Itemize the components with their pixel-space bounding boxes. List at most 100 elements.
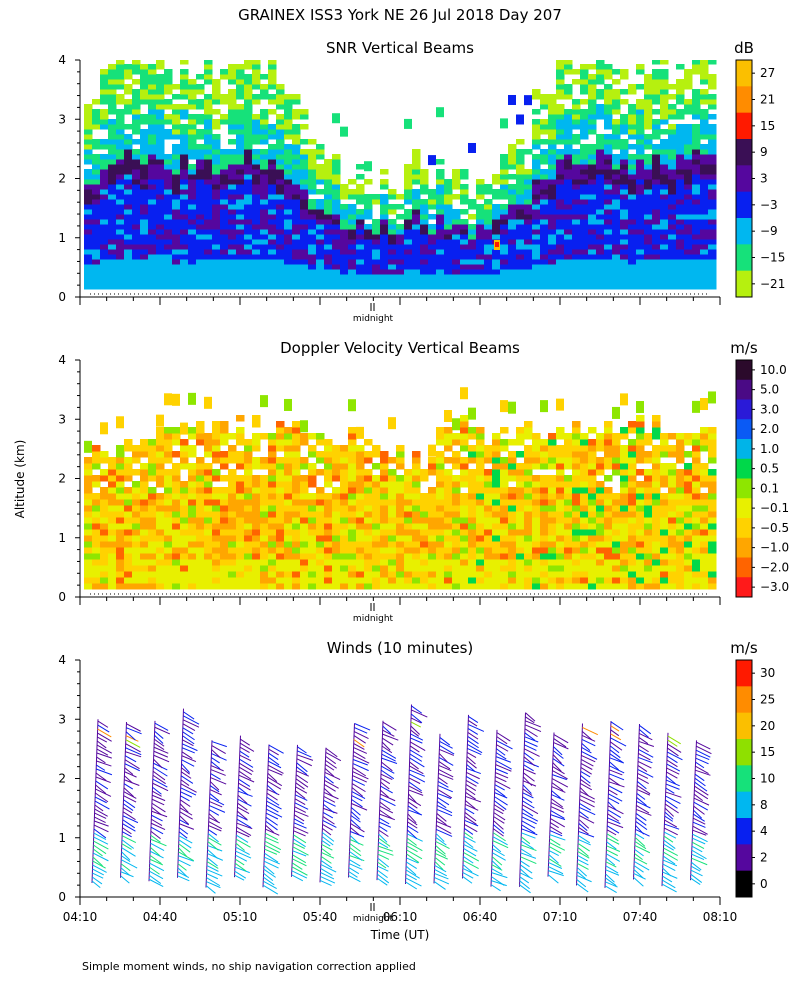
colorbar-label-1-8: −21 bbox=[760, 277, 785, 291]
colorbar-label-1-5: −3 bbox=[760, 198, 778, 212]
colorbar-label-3-8: 0 bbox=[760, 877, 768, 891]
x-tick-label-0: 04:10 bbox=[63, 910, 98, 924]
colorbar-label-3-2: 20 bbox=[760, 719, 775, 733]
colorbar-label-3-5: 8 bbox=[760, 798, 768, 812]
colorbar-label-2-8: −0.5 bbox=[760, 521, 789, 535]
colorbar-swatch-3-3 bbox=[736, 739, 752, 766]
y-tick-label-3-1: 1 bbox=[58, 831, 66, 845]
colorbar-label-2-11: −3.0 bbox=[760, 580, 789, 594]
footnote: Simple moment winds, no ship navigation … bbox=[82, 960, 416, 973]
colorbar-swatch-1-2 bbox=[736, 112, 752, 140]
colorbar-label-2-6: 0.1 bbox=[760, 481, 779, 495]
y-tick-label-3-2: 2 bbox=[58, 772, 66, 786]
colorbar-label-2-1: 5.0 bbox=[760, 383, 779, 397]
plot-area-1 bbox=[84, 60, 717, 290]
colorbar-label-3-4: 10 bbox=[760, 772, 775, 786]
x-tick-label-6: 07:10 bbox=[543, 910, 578, 924]
plot-area-2 bbox=[84, 387, 717, 590]
plot-area-3 bbox=[91, 704, 712, 895]
colorbar-label-2-0: 10.0 bbox=[760, 363, 787, 377]
wind-staff-15 bbox=[519, 712, 526, 887]
y-tick-label-2-1: 1 bbox=[58, 531, 66, 545]
y-tick-label-3-3: 3 bbox=[58, 712, 66, 726]
colorbar-swatch-1-6 bbox=[736, 218, 752, 245]
colorbar-label-2-2: 3.0 bbox=[760, 402, 779, 416]
colorbar-label-1-0: 27 bbox=[760, 66, 775, 80]
colorbar-label-2-9: −1.0 bbox=[760, 541, 789, 555]
colorbar-label-2-4: 1.0 bbox=[760, 442, 779, 456]
colorbar-label-2-10: −2.0 bbox=[760, 560, 789, 574]
colorbar-unit-1: dB bbox=[734, 39, 754, 57]
colorbar-swatch-2-4 bbox=[736, 439, 752, 460]
midnight-label-3: midnight bbox=[353, 914, 394, 924]
x-tick-label-2: 05:10 bbox=[223, 910, 258, 924]
x-axis-label: Time (UT) bbox=[370, 928, 430, 942]
x-tick-label-3: 05:40 bbox=[303, 910, 338, 924]
colorbar-label-3-1: 25 bbox=[760, 693, 775, 707]
y-tick-label-3-0: 0 bbox=[58, 890, 66, 904]
wind-staff-5 bbox=[234, 735, 241, 878]
colorbar-label-1-3: 9 bbox=[760, 145, 768, 159]
colorbar-label-1-7: −15 bbox=[760, 251, 785, 265]
panel-title-2: Doppler Velocity Vertical Beams bbox=[280, 339, 520, 357]
colorbar-swatch-3-4 bbox=[736, 765, 752, 793]
panel-1: SNR Vertical Beams 0 1 2 3 4 midnight dB 27 21 15 9… bbox=[58, 39, 785, 324]
y-tick-label-1-4: 4 bbox=[58, 53, 66, 67]
colorbar-label-2-5: 0.5 bbox=[760, 462, 779, 476]
colorbar-swatch-2-6 bbox=[736, 478, 752, 499]
colorbar-swatch-1-7 bbox=[736, 244, 752, 272]
colorbar-swatch-3-5 bbox=[736, 791, 752, 819]
panel-title-1: SNR Vertical Beams bbox=[326, 39, 474, 57]
y-tick-label-1-1: 1 bbox=[58, 231, 66, 245]
x-tick-label-8: 08:10 bbox=[703, 910, 738, 924]
colorbar-unit-3: m/s bbox=[730, 639, 758, 657]
colorbar-swatch-2-9 bbox=[736, 537, 752, 558]
colorbar-swatch-2-7 bbox=[736, 498, 752, 519]
colorbar-swatch-3-8 bbox=[736, 870, 752, 898]
colorbar-swatch-3-1 bbox=[736, 686, 752, 714]
colorbar-swatch-1-0 bbox=[736, 60, 752, 87]
y-tick-label-1-3: 3 bbox=[58, 112, 66, 126]
main-title: GRAINEX ISS3 York NE 26 Jul 2018 Day 207 bbox=[238, 6, 562, 24]
wind-staff-17 bbox=[576, 723, 583, 886]
colorbar-label-3-3: 15 bbox=[760, 745, 775, 759]
colorbar-swatch-2-8 bbox=[736, 518, 752, 539]
colorbar-2: m/s10.0 5.0 3.0 2.0 1.0 0.5 0.1 −0.1 −0.5 −1.0 −2.… bbox=[730, 339, 789, 598]
colorbar-swatch-1-8 bbox=[736, 270, 752, 298]
x-tick-label-1: 04:40 bbox=[143, 910, 178, 924]
colorbar-swatch-2-10 bbox=[736, 557, 752, 578]
colorbar-label-1-1: 21 bbox=[760, 93, 775, 107]
y-tick-label-1-0: 0 bbox=[58, 290, 66, 304]
colorbar-swatch-2-1 bbox=[736, 379, 752, 400]
wind-staff-6 bbox=[262, 744, 270, 888]
y-tick-label-1-2: 2 bbox=[58, 172, 66, 186]
colorbar-swatch-2-3 bbox=[736, 419, 752, 440]
colorbar-label-3-7: 2 bbox=[760, 851, 768, 865]
colorbar-swatch-2-2 bbox=[736, 399, 752, 420]
wind-staff-3 bbox=[177, 708, 184, 878]
colorbar-label-3-0: 30 bbox=[760, 666, 775, 680]
wind-staff-16 bbox=[547, 732, 555, 877]
colorbar-swatch-3-6 bbox=[736, 818, 752, 845]
panel-title-3: Winds (10 minutes) bbox=[327, 639, 474, 657]
colorbar-1: dB 27 21 15 9 3 −3 −9 −15 −21 bbox=[734, 39, 785, 298]
y-tick-label-3-4: 4 bbox=[58, 653, 66, 667]
colorbar-swatch-2-11 bbox=[736, 577, 752, 598]
wind-staff-18 bbox=[604, 721, 612, 888]
colorbar-swatch-1-3 bbox=[736, 139, 752, 166]
colorbar-swatch-1-1 bbox=[736, 86, 752, 114]
x-tick-label-5: 06:40 bbox=[463, 910, 498, 924]
colorbar-label-1-6: −9 bbox=[760, 224, 778, 238]
y-tick-label-2-0: 0 bbox=[58, 590, 66, 604]
colorbar-swatch-2-5 bbox=[736, 458, 752, 479]
midnight-label-1: midnight bbox=[353, 314, 394, 324]
wind-staff-8 bbox=[319, 747, 327, 883]
colorbar-label-2-3: 2.0 bbox=[760, 422, 779, 436]
colorbar-swatch-3-2 bbox=[736, 712, 752, 740]
midnight-label-2: midnight bbox=[353, 614, 394, 624]
x-tick-label-4: 06:10 bbox=[383, 910, 418, 924]
colorbar-swatch-3-7 bbox=[736, 844, 752, 872]
x-tick-label-7: 07:40 bbox=[623, 910, 658, 924]
panel-2: Doppler Velocity Vertical Beams 0 1 2 3 4 midn… bbox=[58, 339, 789, 624]
